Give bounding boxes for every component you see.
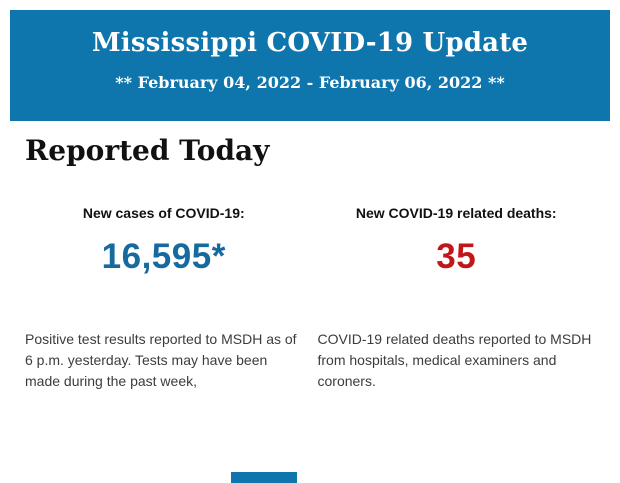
new-deaths-value: 35 (436, 237, 477, 276)
new-deaths-description: COVID-19 related deaths reported to MSDH… (317, 331, 592, 389)
newsletter-title: Mississippi COVID-19 Update (91, 28, 529, 58)
report-body: Reported Today New cases of COVID-19: 16… (25, 135, 595, 392)
header-banner: Mississippi COVID-19 Update ** February … (10, 10, 610, 121)
new-cases-value: 16,595* (101, 237, 226, 276)
new-deaths-label: New COVID-19 related deaths: (355, 205, 557, 221)
page-title: Reported Today (25, 134, 270, 167)
new-deaths-column: New COVID-19 related deaths: 35 COVID-19… (318, 205, 596, 392)
new-cases-label: New cases of COVID-19: (82, 205, 245, 221)
new-cases-description: Positive test results reported to MSDH a… (25, 331, 297, 389)
next-section-partial-banner (231, 472, 297, 483)
report-date-range: ** February 04, 2022 - February 06, 2022… (115, 73, 505, 92)
stats-row: New cases of COVID-19: 16,595* Positive … (25, 205, 595, 392)
new-cases-column: New cases of COVID-19: 16,595* Positive … (25, 205, 303, 392)
